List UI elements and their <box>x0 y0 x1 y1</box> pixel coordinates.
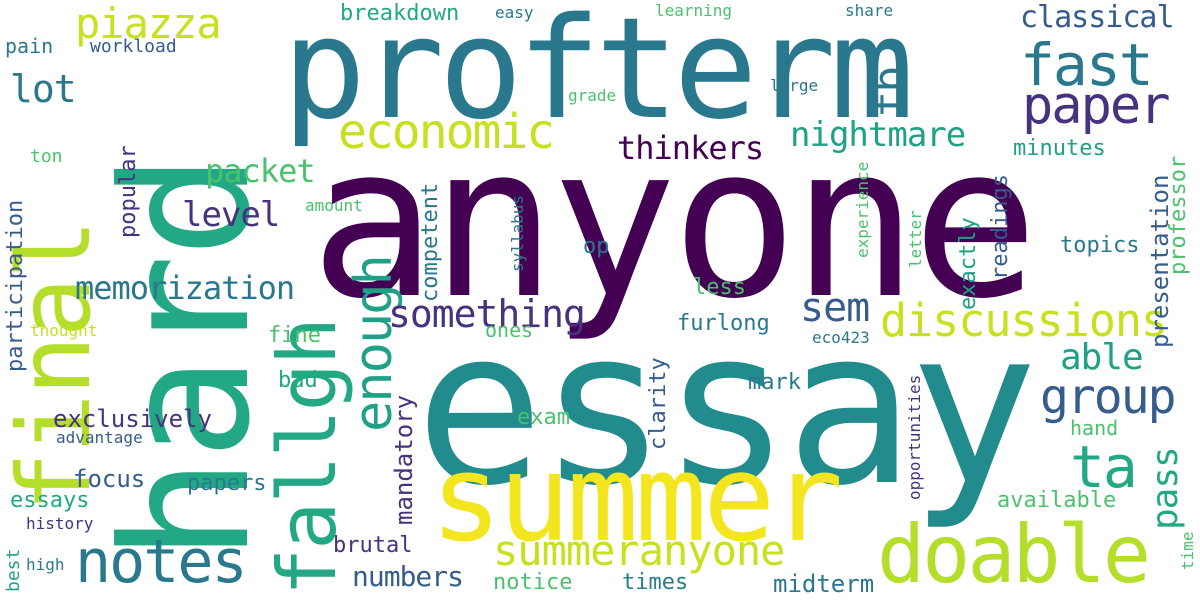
word-essay: essay <box>415 282 1038 533</box>
word-level: level <box>182 195 280 235</box>
word-memorization: memorization <box>75 269 295 307</box>
word-essays: essays <box>10 488 90 513</box>
word-exclusively: exclusively <box>53 405 212 433</box>
word-piazza: piazza <box>75 0 222 48</box>
word-easy: easy <box>495 3 534 22</box>
word-anyone: anyone <box>310 100 1039 345</box>
word-share: share <box>845 1 894 20</box>
word-ta: ta <box>1070 433 1138 501</box>
word-minutes: minutes <box>1013 136 1106 161</box>
word-exam: exam <box>517 405 570 430</box>
word-doable: doable <box>877 508 1151 600</box>
word-amount: amount <box>305 196 363 215</box>
word-bad: bad <box>278 368 318 393</box>
word-eco423: eco423 <box>812 328 870 347</box>
word-ton: ton <box>30 146 63 167</box>
word-workload: workload <box>90 36 177 57</box>
word-lot: lot <box>10 67 77 111</box>
word-best: best <box>3 548 24 592</box>
word-focus: focus <box>73 465 146 493</box>
word-brutal: brutal <box>333 533 413 558</box>
word-notes: notes <box>75 527 248 597</box>
word-competent: competent <box>418 182 443 302</box>
word-papers: papers <box>187 471 267 496</box>
word-op: op <box>583 234 610 259</box>
word-sem: sem <box>800 285 870 331</box>
word-nightmare: nightmare <box>790 115 966 155</box>
word-notice: notice <box>493 570 573 595</box>
word-pass: pass <box>1145 447 1186 530</box>
word-ones: ones <box>485 318 534 342</box>
word-summer: summer <box>430 430 843 569</box>
word-group: group <box>1040 369 1176 425</box>
word-times: times <box>622 570 689 595</box>
word-less: less <box>693 275 746 300</box>
word-syllabus: syllabus <box>508 194 527 272</box>
word-paper: paper <box>1022 76 1171 136</box>
word-opportunities: opportunities <box>905 374 924 500</box>
word-high: high <box>26 555 65 574</box>
word-breakdown: breakdown <box>340 1 460 26</box>
word-experience: experience <box>853 161 872 258</box>
word-able: able <box>1060 337 1144 378</box>
word-exactly: exactly <box>956 217 981 310</box>
word-economic: economic <box>338 104 555 160</box>
word-popular: popular <box>116 145 141 238</box>
word-thinkers: thinkers <box>617 129 764 167</box>
word-fast: fast <box>1020 31 1154 99</box>
word-pain: pain <box>5 34 54 58</box>
word-fb: fb <box>864 67 915 118</box>
word-history: history <box>26 514 94 533</box>
word-classical: classical <box>1020 0 1175 35</box>
word-thought: thought <box>30 321 98 340</box>
word-time: time <box>1178 531 1197 570</box>
word-participation: participation <box>3 199 28 372</box>
word-summeranyone: summeranyone <box>493 526 785 575</box>
word-packet: packet <box>205 152 316 190</box>
word-discussions: discussions <box>880 294 1168 347</box>
word-mark: mark <box>748 370 801 395</box>
word-profterm: profterm <box>282 0 914 151</box>
word-large: large <box>770 76 819 95</box>
word-fine: fine <box>268 323 321 348</box>
word-hand: hand <box>1070 416 1119 440</box>
word-advantage: advantage <box>56 428 143 447</box>
word-topics: topics <box>1060 233 1140 258</box>
word-grade: grade <box>568 86 617 105</box>
word-readings: readings <box>988 174 1013 280</box>
word-furlong: furlong <box>677 311 770 336</box>
word-clarity: clarity <box>646 357 671 450</box>
word-available: available <box>997 488 1117 513</box>
word-something: something <box>388 292 586 336</box>
word-learning: learning <box>655 1 733 20</box>
word-mandatory: mandatory <box>390 394 418 525</box>
word-midterm: midterm <box>773 570 875 598</box>
word-letter: letter <box>906 210 925 268</box>
word-numbers: numbers <box>352 560 464 593</box>
word-professor: professor <box>1166 155 1191 275</box>
